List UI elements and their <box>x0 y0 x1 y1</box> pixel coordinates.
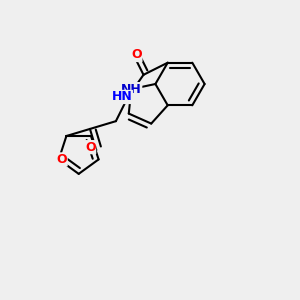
Text: HN: HN <box>112 91 132 103</box>
Text: O: O <box>131 49 142 62</box>
Text: O: O <box>85 141 96 154</box>
Text: NH: NH <box>121 82 142 96</box>
Text: O: O <box>56 153 67 166</box>
